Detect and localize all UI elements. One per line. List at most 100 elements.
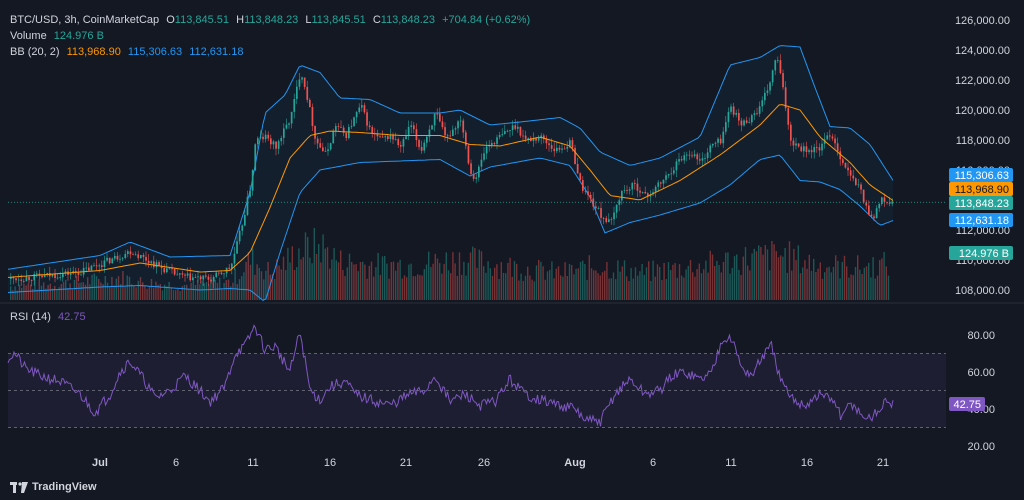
candle-body — [43, 274, 46, 278]
volume-legend[interactable]: Volume 124.976 B — [10, 30, 108, 42]
candle-body — [527, 137, 530, 139]
volume-bar — [175, 290, 177, 300]
candle-body — [95, 265, 98, 267]
candle-body — [660, 182, 662, 184]
volume-bar — [243, 272, 245, 300]
candle-body — [114, 255, 116, 259]
candle-body — [249, 190, 251, 197]
candle-body — [340, 126, 342, 128]
volume-bar — [775, 251, 777, 300]
volume-bar — [203, 283, 205, 300]
x-tick-label: 11 — [725, 457, 736, 469]
candle-body — [54, 274, 56, 278]
candle-body — [540, 135, 543, 139]
candle-body — [696, 154, 699, 160]
badge-basis — [949, 182, 1013, 196]
volume-bar — [51, 288, 54, 300]
volume-bar — [150, 279, 153, 300]
candle-body — [192, 277, 194, 281]
volume-bar — [355, 264, 357, 300]
candle-body — [805, 146, 808, 152]
volume-bar — [212, 281, 214, 300]
symbol-label[interactable]: BTC/USD, 3h, CoinMarketCap — [10, 14, 160, 26]
candle-body — [740, 120, 743, 126]
candle-body — [457, 121, 459, 129]
candle-body — [23, 281, 25, 282]
volume-bar — [353, 264, 355, 300]
volume-bar — [265, 270, 267, 300]
candle-body — [184, 274, 186, 276]
candle-body — [309, 99, 311, 107]
candle-body — [548, 143, 550, 146]
candle-body — [121, 257, 124, 259]
rsi-legend[interactable]: RSI (14) 42.75 — [10, 311, 90, 323]
candle-body — [303, 77, 306, 87]
candle-body — [98, 265, 101, 267]
volume-bar — [876, 275, 879, 300]
x-tick-label: 6 — [173, 457, 179, 469]
volume-bar — [560, 275, 562, 300]
candle-body — [116, 255, 119, 260]
candle-body — [493, 143, 496, 144]
candle-body — [475, 177, 478, 179]
close-value: 113,848.23 — [380, 14, 436, 26]
volume-bar — [164, 284, 166, 300]
volume-bar — [199, 284, 201, 300]
candle-body — [701, 158, 704, 161]
rsi-tick-label: 80.00 — [967, 330, 995, 342]
candle-body — [738, 112, 740, 121]
candle-body — [561, 148, 563, 150]
candle-body — [428, 129, 431, 137]
volume-bar — [518, 280, 520, 300]
volume-bar — [782, 256, 784, 300]
candle-body — [197, 276, 199, 278]
tradingview-logo[interactable]: TradingView — [10, 481, 97, 493]
candle-body — [446, 135, 449, 137]
volume-bar — [786, 272, 788, 300]
candle-body — [878, 204, 881, 209]
candle-body — [119, 258, 121, 260]
candle-body — [683, 155, 686, 161]
candle-body — [675, 161, 678, 171]
candle-body — [257, 138, 259, 145]
volume-bar — [795, 260, 797, 300]
volume-bar — [109, 287, 111, 300]
candle-body — [298, 79, 301, 87]
candle-body — [579, 173, 582, 181]
candle-body — [501, 134, 504, 136]
candle-body — [332, 131, 335, 144]
volume-bar — [168, 281, 170, 300]
volume-bar — [271, 274, 274, 300]
candle-body — [810, 150, 813, 153]
volume-bar — [837, 260, 839, 300]
candle-body — [706, 152, 709, 159]
candle-body — [186, 273, 189, 276]
volume-bar — [824, 272, 826, 300]
candle-body — [699, 159, 701, 161]
candle-body — [36, 273, 38, 275]
volume-bar — [161, 290, 164, 300]
candle-body — [59, 277, 62, 278]
candle-body — [244, 214, 246, 226]
bb-legend[interactable]: BB (20, 2) 113,968.90 115,306.63 112,631… — [10, 46, 247, 58]
volume-bar — [16, 290, 18, 300]
candle-body — [670, 173, 673, 175]
volume-bar — [571, 265, 573, 300]
candle-body — [290, 111, 293, 124]
volume-bar — [375, 267, 377, 300]
volume-bar — [667, 262, 670, 300]
volume-bar — [692, 272, 694, 300]
volume-bar — [736, 254, 738, 300]
candle-body — [25, 276, 28, 282]
candle-body — [524, 135, 527, 139]
volume-bar — [841, 262, 843, 300]
candle-body — [589, 194, 592, 199]
rsi-tick-label: 60.00 — [967, 367, 995, 379]
volume-bar — [791, 270, 793, 300]
x-tick-label: 21 — [877, 457, 889, 469]
volume-bar — [544, 279, 546, 300]
volume-bar — [535, 265, 538, 300]
badge-upper — [949, 168, 1013, 182]
candle-body — [433, 113, 436, 126]
